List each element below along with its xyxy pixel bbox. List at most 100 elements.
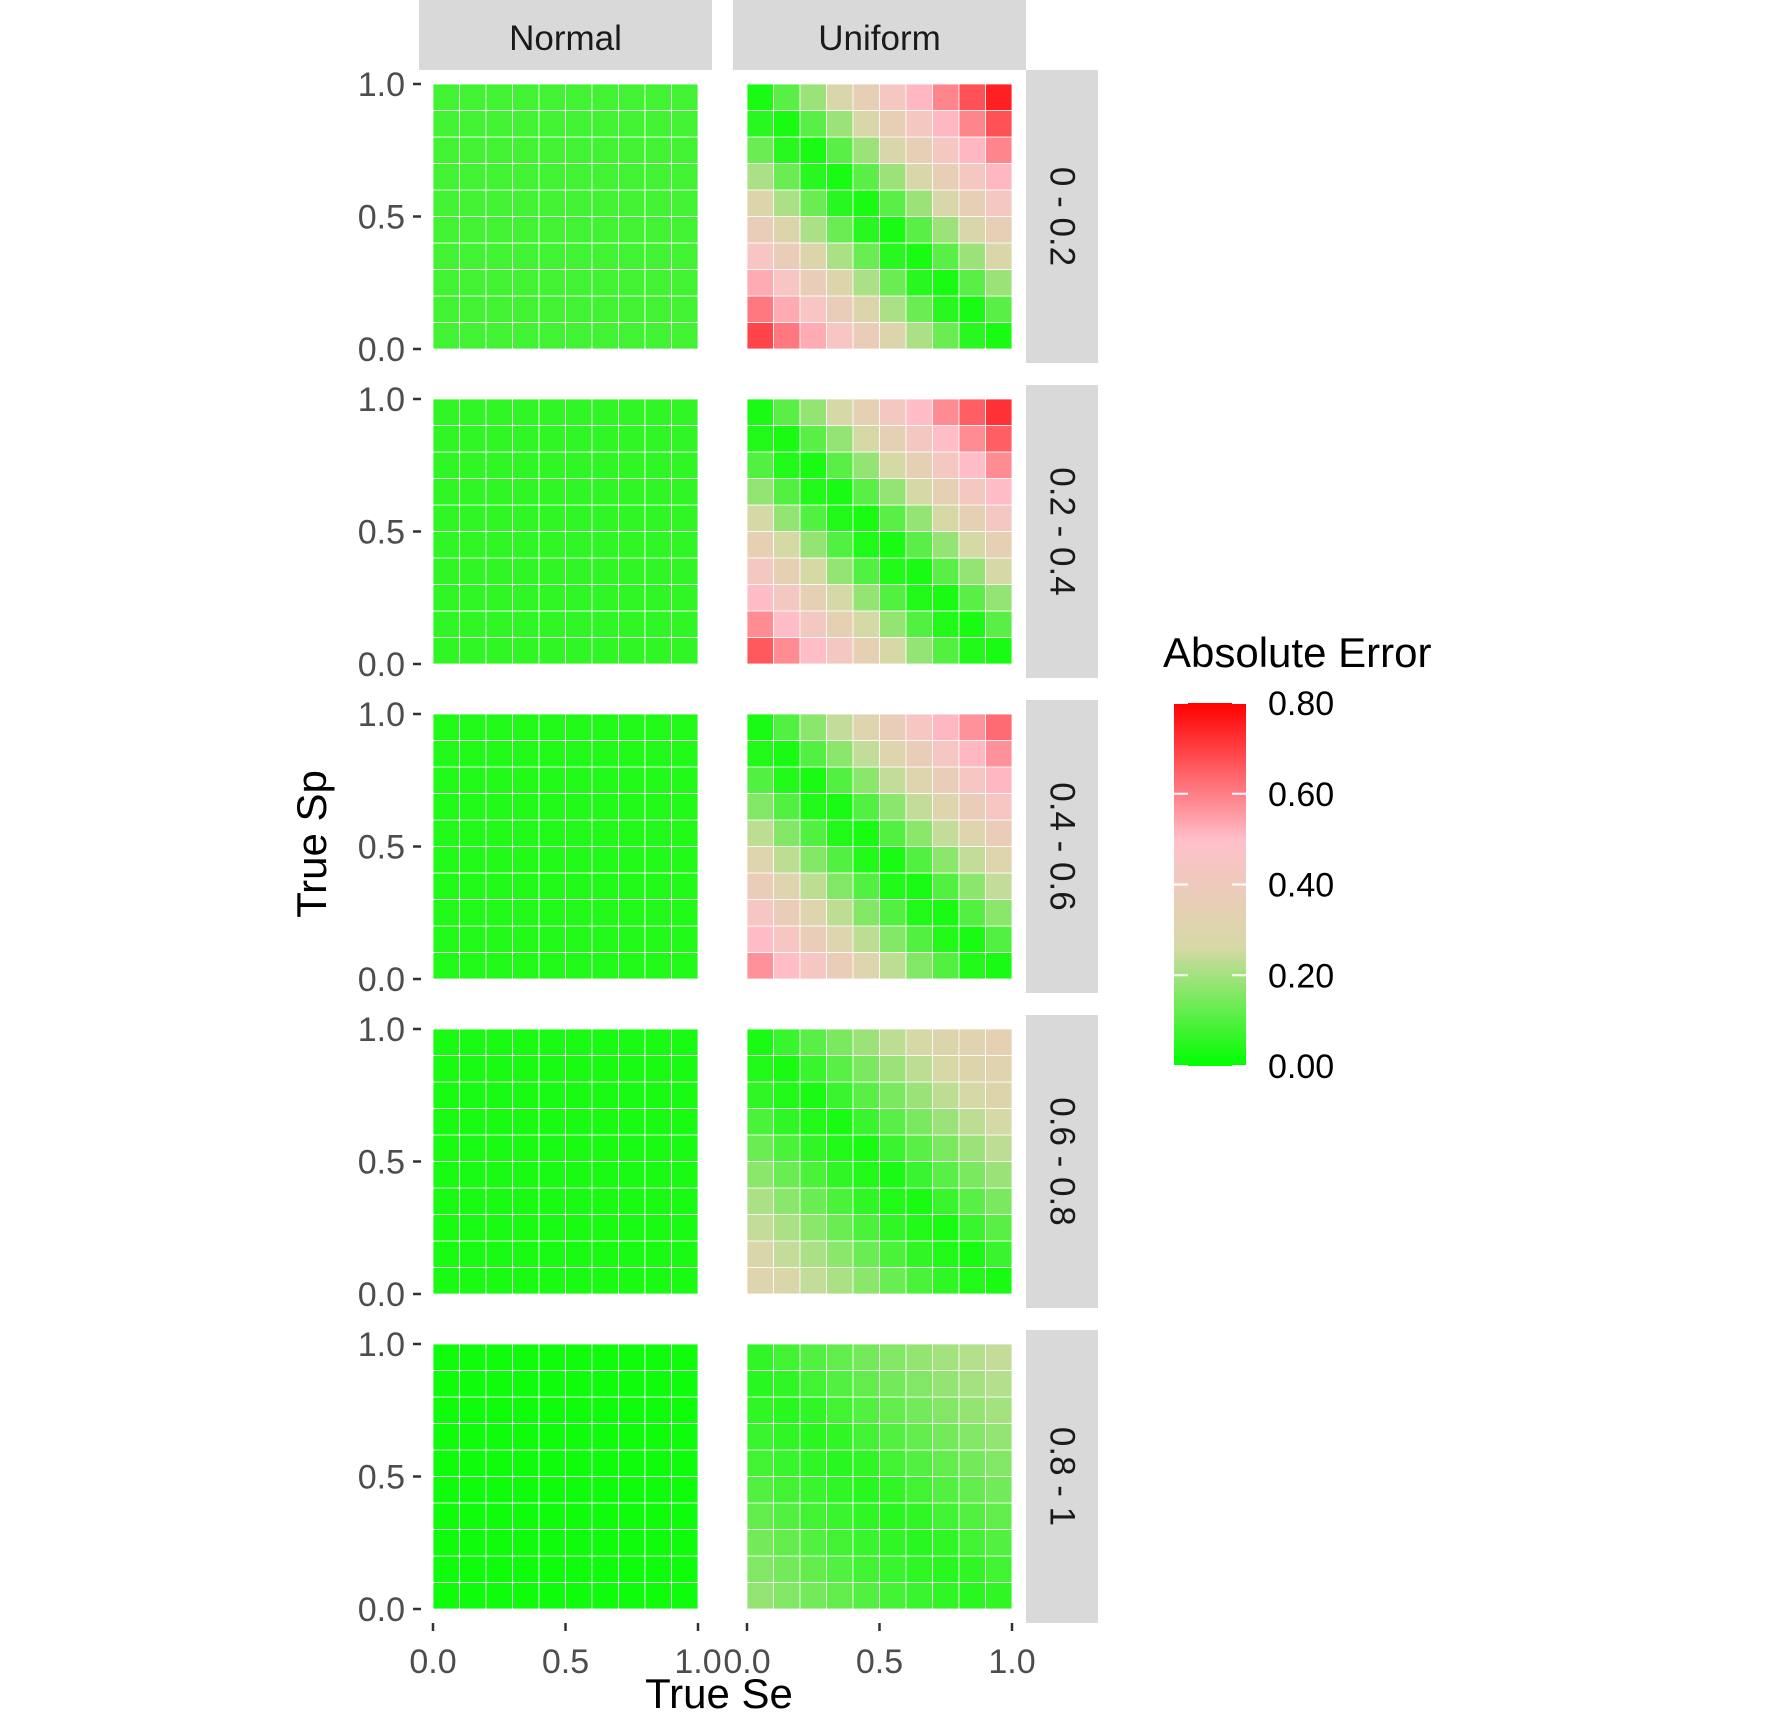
heatmap-cell	[591, 216, 619, 244]
heatmap-cell	[644, 425, 672, 453]
heatmap-cell	[512, 83, 540, 111]
heatmap-panels	[432, 83, 1013, 1610]
heatmap-cell	[852, 83, 880, 111]
heatmap-cell	[958, 740, 986, 768]
heatmap-cell	[485, 1187, 513, 1215]
heatmap-cell	[852, 1370, 880, 1398]
axes: 0.00.51.00.00.51.00.00.51.00.00.51.00.00…	[358, 66, 1036, 1681]
heatmap-cell	[852, 1240, 880, 1268]
heatmap-cell	[746, 872, 774, 900]
heatmap-cell	[852, 925, 880, 953]
heatmap-cell	[932, 398, 960, 426]
heatmap-cell	[773, 1240, 801, 1268]
color-legend: Absolute Error 0.80 0.60 0.40 0.20 0.00	[1163, 629, 1431, 1086]
heatmap-cell	[644, 1134, 672, 1162]
heatmap-cell	[538, 1267, 566, 1295]
heatmap-cell	[852, 846, 880, 874]
row-strip-label: 0.4 - 0.6	[1043, 782, 1082, 910]
heatmap-cell	[432, 163, 460, 191]
heatmap-cell	[905, 819, 933, 847]
heatmap-cell	[852, 110, 880, 138]
heatmap-cell	[485, 451, 513, 479]
heatmap-cell	[773, 1081, 801, 1109]
heatmap-cell	[746, 216, 774, 244]
heatmap-cell	[565, 1214, 593, 1242]
heatmap-cell	[958, 872, 986, 900]
heatmap-cell	[799, 1582, 827, 1610]
heatmap-cell	[852, 1055, 880, 1083]
heatmap-cell	[671, 1582, 699, 1610]
heatmap-cell	[432, 1081, 460, 1109]
heatmap-cell	[826, 1423, 854, 1451]
heatmap-cell	[932, 478, 960, 506]
y-tick-label: 0.0	[358, 1591, 405, 1629]
heatmap-cell	[538, 952, 566, 980]
heatmap-cell	[644, 110, 672, 138]
heatmap-cell	[644, 504, 672, 532]
heatmap-cell	[512, 1476, 540, 1504]
heatmap-cell	[512, 713, 540, 741]
heatmap-cell	[985, 740, 1013, 768]
heatmap-cell	[746, 793, 774, 821]
heatmap-cell	[512, 1028, 540, 1056]
heatmap-cell	[852, 295, 880, 323]
heatmap-cell	[746, 899, 774, 927]
heatmap-cell	[538, 163, 566, 191]
heatmap-cell	[746, 1582, 774, 1610]
heatmap-cell	[826, 1267, 854, 1295]
heatmap-cell	[799, 846, 827, 874]
heatmap-cell	[773, 322, 801, 350]
heatmap-cell	[644, 1267, 672, 1295]
heatmap-cell	[773, 1028, 801, 1056]
heatmap-cell	[459, 531, 487, 559]
heatmap-cell	[538, 1449, 566, 1477]
heatmap-cell	[879, 1529, 907, 1557]
heatmap-cell	[459, 1529, 487, 1557]
heatmap-cell	[879, 1161, 907, 1189]
heatmap-cell	[958, 766, 986, 794]
heatmap-cell	[826, 189, 854, 217]
heatmap-cell	[538, 766, 566, 794]
heatmap-cell	[932, 1582, 960, 1610]
heatmap-cell	[746, 1240, 774, 1268]
heatmap-cell	[958, 1267, 986, 1295]
heatmap-cell	[852, 189, 880, 217]
heatmap-cell	[826, 1582, 854, 1610]
heatmap-cell	[746, 1396, 774, 1424]
heatmap-cell	[773, 242, 801, 270]
heatmap-cell	[799, 1502, 827, 1530]
heatmap-cell	[905, 1449, 933, 1477]
heatmap-cell	[565, 1240, 593, 1268]
heatmap-cell	[852, 1555, 880, 1583]
heatmap-cell	[746, 713, 774, 741]
heatmap-cell	[879, 1028, 907, 1056]
heatmap-cell	[538, 83, 566, 111]
heatmap-cell	[985, 1582, 1013, 1610]
heatmap-cell	[512, 1396, 540, 1424]
heatmap-cell	[538, 216, 566, 244]
heatmap-cell	[852, 872, 880, 900]
heatmap-cell	[905, 242, 933, 270]
heatmap-cell	[618, 322, 646, 350]
heatmap-cell	[799, 899, 827, 927]
heatmap-cell	[671, 242, 699, 270]
heatmap-cell	[905, 1502, 933, 1530]
heatmap-cell	[985, 242, 1013, 270]
heatmap-cell	[485, 872, 513, 900]
heatmap-cell	[432, 1555, 460, 1583]
heatmap-cell	[618, 1134, 646, 1162]
heatmap-cell	[826, 713, 854, 741]
heatmap-cell	[459, 216, 487, 244]
heatmap-cell	[985, 793, 1013, 821]
heatmap-cell	[879, 1267, 907, 1295]
heatmap-cell	[591, 925, 619, 953]
heatmap-cell	[485, 610, 513, 638]
heatmap-cell	[773, 83, 801, 111]
heatmap-cell	[565, 136, 593, 164]
heatmap-cell	[671, 610, 699, 638]
heatmap-cell	[932, 1081, 960, 1109]
heatmap-cell	[485, 793, 513, 821]
heatmap-cell	[985, 531, 1013, 559]
heatmap-cell	[932, 1423, 960, 1451]
heatmap-cell	[618, 1370, 646, 1398]
